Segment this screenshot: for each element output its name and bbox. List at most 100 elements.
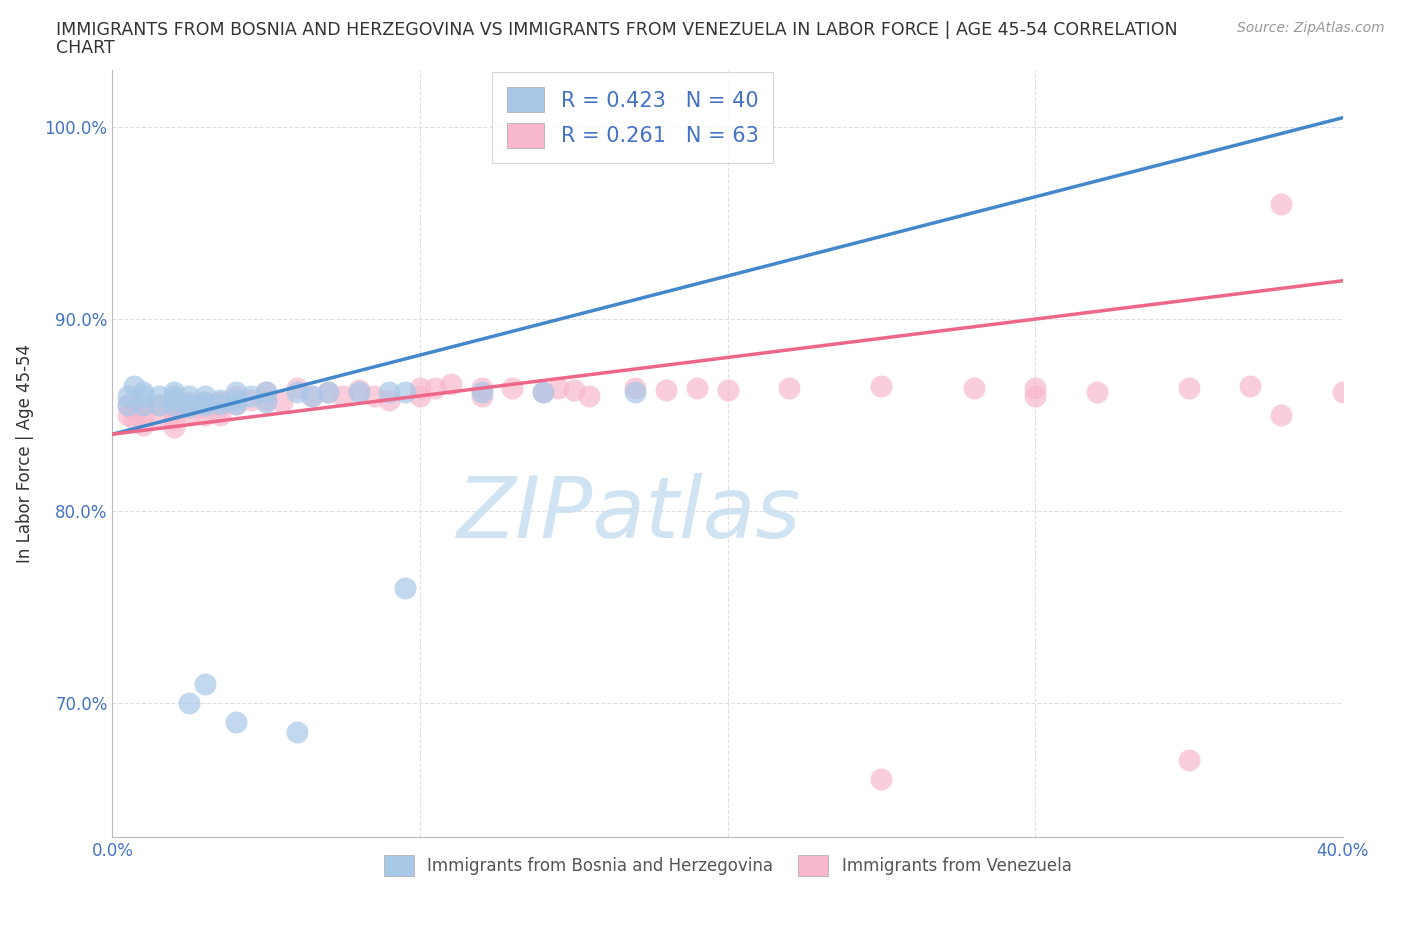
Point — [225, 392, 247, 407]
Point — [225, 714, 247, 729]
Text: ZIPatlas: ZIPatlas — [457, 473, 801, 556]
Point — [209, 407, 232, 422]
Point — [531, 385, 554, 400]
Point — [347, 385, 370, 400]
Point — [179, 696, 201, 711]
Point — [1178, 380, 1201, 395]
Point — [117, 398, 139, 413]
Point — [163, 392, 186, 407]
Point — [117, 407, 139, 422]
Point — [1270, 196, 1292, 211]
Point — [394, 385, 416, 400]
Point — [179, 400, 201, 415]
Point — [394, 580, 416, 595]
Point — [624, 380, 647, 395]
Point — [179, 407, 201, 422]
Point — [194, 400, 217, 415]
Point — [254, 394, 277, 409]
Point — [148, 389, 170, 404]
Point — [254, 385, 277, 400]
Point — [179, 400, 201, 415]
Point — [179, 396, 201, 411]
Point — [409, 389, 432, 404]
Point — [425, 380, 447, 395]
Point — [1178, 752, 1201, 767]
Point — [209, 400, 232, 415]
Point — [132, 385, 155, 400]
Point — [686, 380, 709, 395]
Point — [347, 382, 370, 397]
Point — [122, 379, 145, 393]
Point — [501, 380, 523, 395]
Point — [132, 398, 155, 413]
Point — [163, 398, 186, 413]
Point — [122, 411, 145, 426]
Point — [254, 392, 277, 407]
Point — [225, 396, 247, 411]
Point — [179, 389, 201, 404]
Point — [163, 419, 186, 434]
Point — [117, 398, 139, 413]
Point — [1239, 379, 1261, 393]
Point — [225, 389, 247, 404]
Point — [301, 389, 323, 404]
Point — [470, 385, 494, 400]
Point — [163, 411, 186, 426]
Point — [163, 396, 186, 411]
Point — [1024, 389, 1046, 404]
Point — [194, 389, 217, 404]
Point — [870, 772, 893, 787]
Point — [209, 392, 232, 407]
Point — [239, 389, 262, 404]
Point — [470, 389, 494, 404]
Point — [301, 389, 323, 404]
Point — [194, 676, 217, 691]
Y-axis label: In Labor Force | Age 45-54: In Labor Force | Age 45-54 — [15, 344, 34, 563]
Point — [270, 394, 292, 409]
Point — [778, 380, 800, 395]
Text: IMMIGRANTS FROM BOSNIA AND HERZEGOVINA VS IMMIGRANTS FROM VENEZUELA IN LABOR FOR: IMMIGRANTS FROM BOSNIA AND HERZEGOVINA V… — [56, 21, 1178, 39]
Point — [1270, 407, 1292, 422]
Point — [316, 385, 339, 400]
Point — [316, 385, 339, 400]
Point — [547, 380, 569, 395]
Point — [870, 379, 893, 393]
Point — [1085, 385, 1108, 400]
Point — [655, 382, 678, 397]
Point — [148, 398, 170, 413]
Point — [624, 385, 647, 400]
Point — [562, 382, 585, 397]
Point — [578, 389, 600, 404]
Point — [254, 385, 277, 400]
Point — [717, 382, 740, 397]
Point — [163, 404, 186, 418]
Point — [209, 394, 232, 409]
Point — [163, 389, 186, 404]
Point — [531, 385, 554, 400]
Point — [132, 389, 155, 404]
Point — [194, 394, 217, 409]
Point — [179, 394, 201, 409]
Point — [363, 389, 385, 404]
Text: Source: ZipAtlas.com: Source: ZipAtlas.com — [1237, 21, 1385, 35]
Point — [1331, 385, 1354, 400]
Text: CHART: CHART — [56, 39, 115, 57]
Point — [209, 396, 232, 411]
Point — [132, 398, 155, 413]
Point — [225, 396, 247, 411]
Point — [122, 402, 145, 417]
Point — [194, 407, 217, 422]
Point — [132, 407, 155, 422]
Point — [239, 392, 262, 407]
Point — [409, 380, 432, 395]
Point — [194, 394, 217, 409]
Point — [285, 724, 308, 739]
Point — [225, 385, 247, 400]
Point — [378, 385, 401, 400]
Point — [132, 418, 155, 432]
Point — [378, 392, 401, 407]
Point — [963, 380, 986, 395]
Point — [285, 380, 308, 395]
Point — [1024, 380, 1046, 395]
Point — [194, 398, 217, 413]
